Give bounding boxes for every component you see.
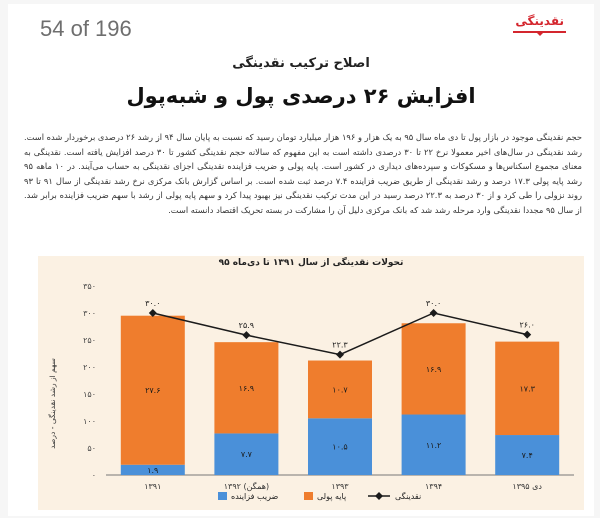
data-label-base-money: ۱۰.۷ bbox=[332, 385, 348, 394]
liquidity-marker bbox=[148, 309, 157, 317]
bar-multiplier bbox=[214, 433, 279, 475]
bar-base-money bbox=[495, 341, 560, 436]
legend-swatch-multiplier bbox=[218, 492, 227, 500]
bar-base-money bbox=[401, 323, 466, 415]
data-label-liquidity: ۲۶.۰ bbox=[519, 321, 534, 330]
legend-label-liquidity: نقدینگی bbox=[395, 491, 421, 501]
chart-panel: تحولات نقدینگی از سال ۱۳۹۱ تا دی‌ماه ۹۵ … bbox=[38, 256, 584, 510]
y-tick-label: ۳۰۰ bbox=[83, 309, 96, 318]
x-tick-label: ۱۳۹۱ bbox=[144, 482, 161, 491]
data-label-multiplier: ۱.۹ bbox=[147, 466, 158, 475]
bar-base-money bbox=[214, 342, 279, 434]
data-label-base-money: ۱۷.۳ bbox=[519, 384, 535, 393]
liquidity-marker bbox=[242, 331, 251, 340]
data-label-liquidity: ۲۲.۳ bbox=[332, 341, 348, 350]
section-badge-label: نقدینگی bbox=[515, 14, 564, 28]
page-counter: 54 of 196 bbox=[40, 16, 132, 41]
x-tick-label: ۱۳۹۳ bbox=[331, 482, 349, 491]
chart-title: تحولات نقدینگی از سال ۱۳۹۱ تا دی‌ماه ۹۵ bbox=[218, 258, 404, 268]
page: 54 of 196 نقدینگی اصلاح ترکیب نقدینگی اف… bbox=[8, 4, 594, 516]
y-tick-label: ۳۵۰ bbox=[83, 282, 96, 291]
bar-multiplier bbox=[401, 414, 466, 475]
bar-base-money bbox=[120, 315, 185, 465]
article-body: حجم نقدینگی موجود در بازار پول تا دی ماه… bbox=[24, 132, 583, 215]
bar-multiplier bbox=[495, 435, 560, 475]
data-label-liquidity: ۳۰.۰ bbox=[426, 299, 441, 308]
bar-multiplier bbox=[120, 464, 185, 475]
y-tick-label: ۵۰ bbox=[87, 444, 96, 453]
section-badge[interactable]: نقدینگی bbox=[513, 14, 566, 36]
data-label-multiplier: ۱۰.۵ bbox=[332, 443, 347, 452]
liquidity-marker bbox=[429, 309, 438, 317]
bar-multiplier bbox=[308, 418, 372, 475]
data-label-base-money: ۱۶.۹ bbox=[239, 384, 254, 393]
liquidity-marker bbox=[523, 330, 532, 339]
legend-label-multiplier: ضریب فزاینده bbox=[231, 492, 279, 501]
data-label-liquidity: ۲۵.۹ bbox=[239, 321, 254, 330]
data-label-multiplier: ۱۱.۲ bbox=[426, 441, 441, 450]
data-label-base-money: ۲۷.۶ bbox=[145, 386, 160, 395]
badge-pointer-icon bbox=[535, 32, 544, 36]
data-label-multiplier: ۷.۷ bbox=[241, 450, 253, 459]
x-tick-label: دی ۱۳۹۵ bbox=[512, 482, 542, 491]
y-tick-label: ۲۵۰ bbox=[83, 336, 96, 345]
article-kicker: اصلاح ترکیب نقدینگی bbox=[232, 56, 370, 71]
legend-marker-liquidity bbox=[375, 492, 383, 500]
liquidity-chart: ۰ ۵۰ ۱۰۰ ۱۵۰ ۲۰۰ ۲۵۰ ۳۰۰ ۳۵۰ ۱.۹ ۲۷.۶ ۱۳۹۱ ۷.۷ ۱۶.۹ ۱… bbox=[83, 282, 574, 501]
x-tick-label: ۱۳۹۴ bbox=[425, 482, 442, 491]
y-tick-label: ۰ bbox=[92, 471, 96, 480]
y-tick-label: ۲۰۰ bbox=[83, 363, 96, 372]
legend-swatch-base-money bbox=[304, 492, 313, 500]
liquidity-marker bbox=[336, 350, 344, 359]
article-headline: افزایش ۲۶ درصدی پول و شبه‌پول bbox=[126, 84, 476, 108]
bar-base-money bbox=[308, 360, 372, 419]
legend-label-base-money: پایه پولی bbox=[317, 492, 346, 501]
x-tick-label: ۱۳۹۲ (همگن) bbox=[224, 481, 269, 491]
y-tick-label: ۱۵۰ bbox=[83, 390, 96, 399]
data-label-base-money: ۱۶.۹ bbox=[426, 365, 441, 374]
data-label-multiplier: ۷.۴ bbox=[522, 451, 533, 460]
data-label-liquidity: ۳۰.۰ bbox=[145, 299, 160, 308]
y-tick-label: ۱۰۰ bbox=[83, 417, 96, 426]
